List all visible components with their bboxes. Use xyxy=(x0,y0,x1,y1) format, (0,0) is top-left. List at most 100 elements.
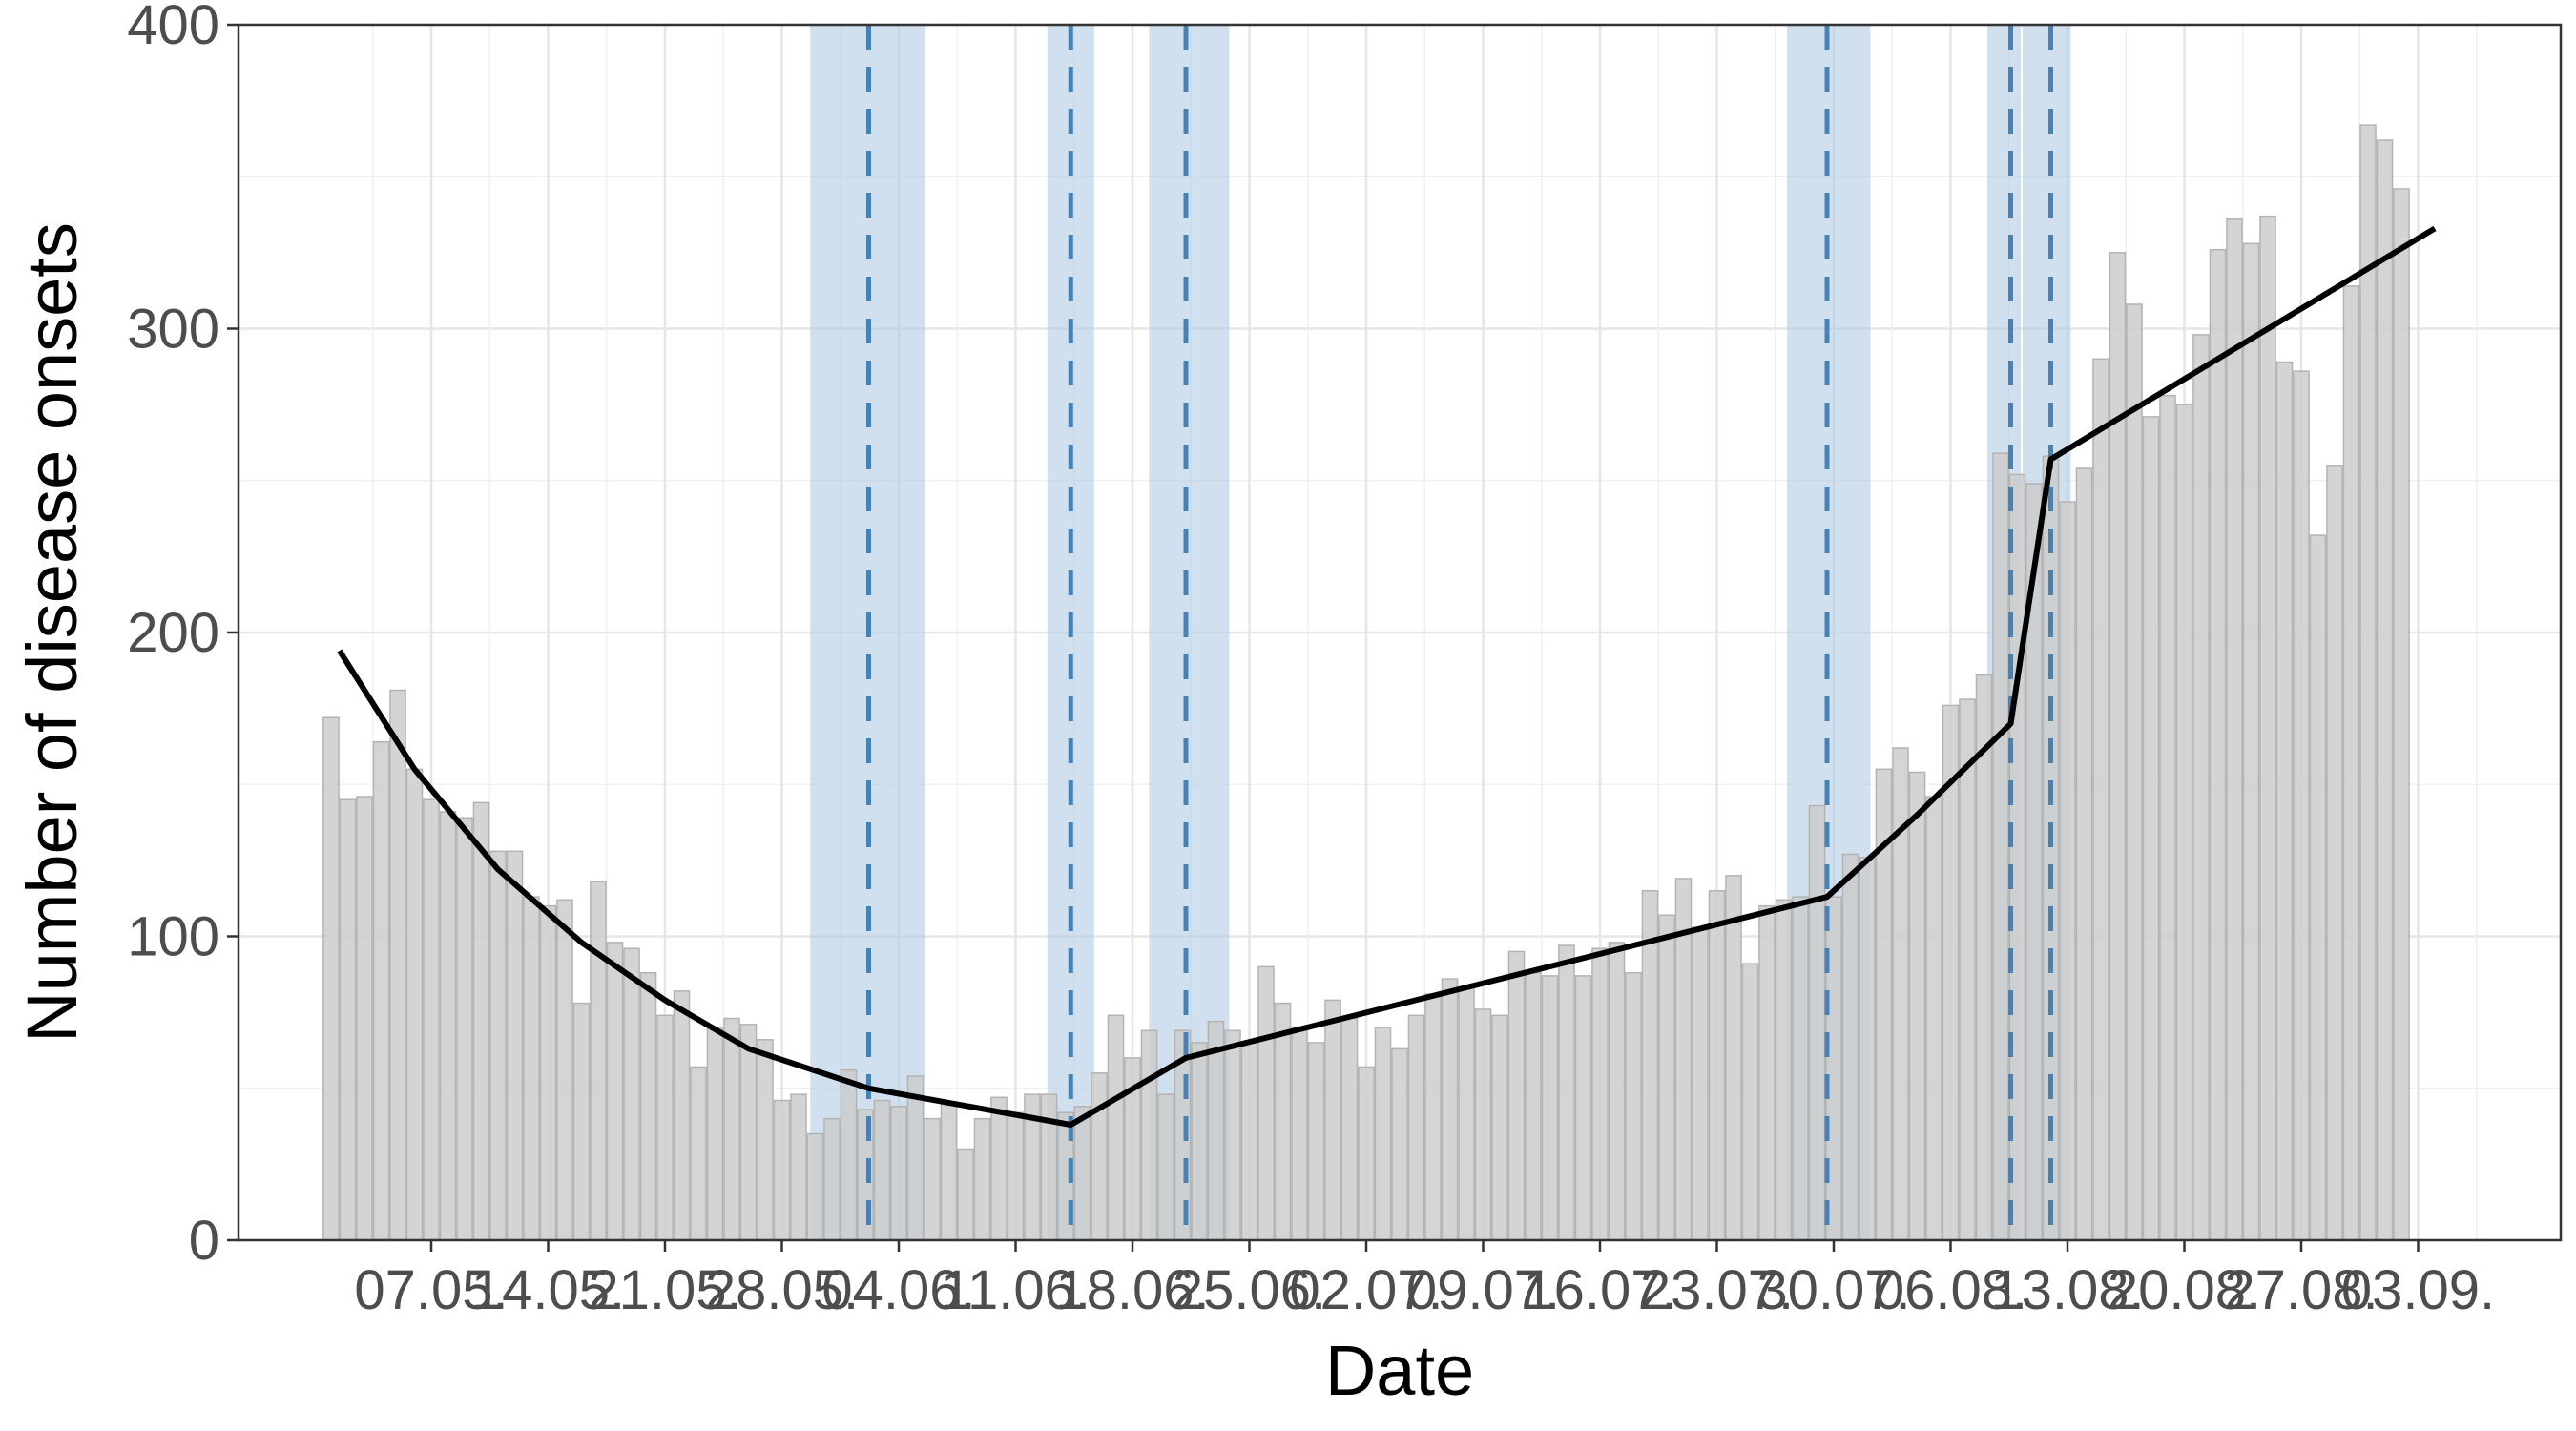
x-tick-label: 14.05. xyxy=(471,1259,625,1321)
x-tick-label: 11.06. xyxy=(941,1259,1091,1321)
onset-bar xyxy=(1692,926,1709,1241)
x-tick-label: 27.08. xyxy=(2224,1259,2378,1321)
onset-bar xyxy=(590,881,607,1241)
onset-bar xyxy=(606,942,624,1241)
onset-bar xyxy=(2393,188,2410,1241)
onset-bar xyxy=(439,811,457,1241)
onset-bar xyxy=(1391,1047,1408,1241)
onset-bar xyxy=(1073,1106,1091,1241)
onset-bar xyxy=(2326,465,2343,1241)
onset-bar xyxy=(572,1002,591,1241)
onset-bar xyxy=(1541,975,1559,1241)
trend-line-group xyxy=(337,225,2437,1128)
onset-bar xyxy=(973,1117,991,1241)
onset-bar xyxy=(1474,1008,1492,1241)
x-tick-label: 20.08. xyxy=(2108,1259,2261,1321)
onset-bar xyxy=(372,740,390,1241)
onset-bar xyxy=(1257,965,1275,1241)
onset-bar xyxy=(1324,999,1341,1241)
onset-bar xyxy=(656,1014,674,1241)
onset-bar xyxy=(723,1017,740,1241)
onset-bar xyxy=(1458,986,1475,1241)
onset-bar xyxy=(706,1027,724,1241)
onset-bar xyxy=(1625,971,1642,1241)
onset-bar xyxy=(1191,1042,1208,1241)
onset-bar xyxy=(456,817,473,1241)
onset-bar xyxy=(673,990,691,1241)
onset-bar xyxy=(1291,1027,1308,1241)
onset-bar xyxy=(2075,467,2093,1241)
onset-bar xyxy=(1658,914,1675,1241)
onset-bar xyxy=(556,899,573,1241)
onset-bar xyxy=(1441,978,1459,1241)
x-tick-label: 16.07. xyxy=(1523,1259,1676,1321)
onset-bar xyxy=(1591,947,1609,1241)
onset-bar xyxy=(873,1099,891,1241)
onset-bar xyxy=(2376,139,2394,1241)
onset-bar xyxy=(1775,899,1793,1241)
onset-bar xyxy=(322,716,340,1241)
onset-bar xyxy=(539,904,557,1241)
onset-bar xyxy=(472,801,490,1241)
onset-bar xyxy=(806,1132,824,1241)
onset-bar xyxy=(2109,252,2127,1241)
onset-bar xyxy=(790,1093,807,1241)
onset-bar xyxy=(773,1099,791,1241)
onset-bar xyxy=(2126,303,2143,1241)
onset-bar xyxy=(1908,771,1926,1241)
onset-bar xyxy=(2209,248,2227,1241)
onset-bar xyxy=(1992,452,2009,1241)
onset-bar xyxy=(940,1102,958,1241)
onset-bar xyxy=(690,1066,707,1241)
onset-bar xyxy=(489,850,507,1241)
onset-bar xyxy=(1240,1042,1258,1241)
x-tick-label: 06.08. xyxy=(1874,1259,2027,1321)
onset-bar xyxy=(423,798,440,1241)
x-tick-label: 30.07. xyxy=(1756,1259,1910,1321)
onset-bar xyxy=(1091,1072,1108,1241)
x-tick-label: 03.09. xyxy=(2341,1259,2495,1321)
x-tick-label: 13.08. xyxy=(1990,1259,2144,1321)
onset-bar xyxy=(1307,1042,1325,1241)
onset-bar xyxy=(2275,361,2294,1241)
onset-bar xyxy=(2259,215,2276,1241)
onset-bar xyxy=(523,896,540,1241)
onset-bar xyxy=(1424,993,1442,1241)
onset-bar xyxy=(1374,1027,1392,1241)
x-tick-label: 07.05. xyxy=(354,1259,508,1321)
onset-bar xyxy=(957,1148,974,1241)
y-tick-label: 200 xyxy=(127,602,219,664)
onset-bar xyxy=(1708,889,1726,1241)
onset-bar xyxy=(1608,942,1626,1241)
onset-bar xyxy=(757,1039,774,1241)
onset-bar xyxy=(2159,394,2176,1241)
x-axis-ticks: 07.05.14.05.21.05.28.05.04.06.11.06.18.0… xyxy=(354,1240,2495,1321)
onset-bar xyxy=(924,1117,941,1241)
onset-bar xyxy=(1959,698,1976,1241)
y-axis-title: Number of disease onsets xyxy=(12,222,92,1043)
onset-bar xyxy=(1107,1014,1125,1241)
onset-bar xyxy=(2192,334,2210,1241)
breakpoint-lines xyxy=(866,25,2053,1240)
onset-bar xyxy=(2092,358,2109,1241)
onset-bar xyxy=(389,689,406,1241)
onset-bar xyxy=(1525,971,1542,1241)
onset-bar xyxy=(739,1024,758,1241)
x-tick-label: 09.07. xyxy=(1406,1259,1560,1321)
onset-bar xyxy=(1157,1093,1174,1241)
onset-bar xyxy=(1040,1093,1058,1241)
onset-bar xyxy=(990,1096,1008,1241)
onset-bar xyxy=(356,796,373,1241)
onset-bar xyxy=(1507,950,1526,1241)
onset-bar xyxy=(1925,796,1942,1241)
onset-bar xyxy=(1808,804,1826,1241)
onset-bar xyxy=(1340,1017,1359,1241)
onset-bar xyxy=(506,850,524,1241)
onset-bar xyxy=(2059,501,2076,1241)
x-tick-label: 23.07. xyxy=(1640,1259,1794,1321)
onset-bar xyxy=(2342,285,2360,1241)
onset-bar xyxy=(1140,1029,1158,1241)
onset-bar xyxy=(1841,853,1859,1241)
